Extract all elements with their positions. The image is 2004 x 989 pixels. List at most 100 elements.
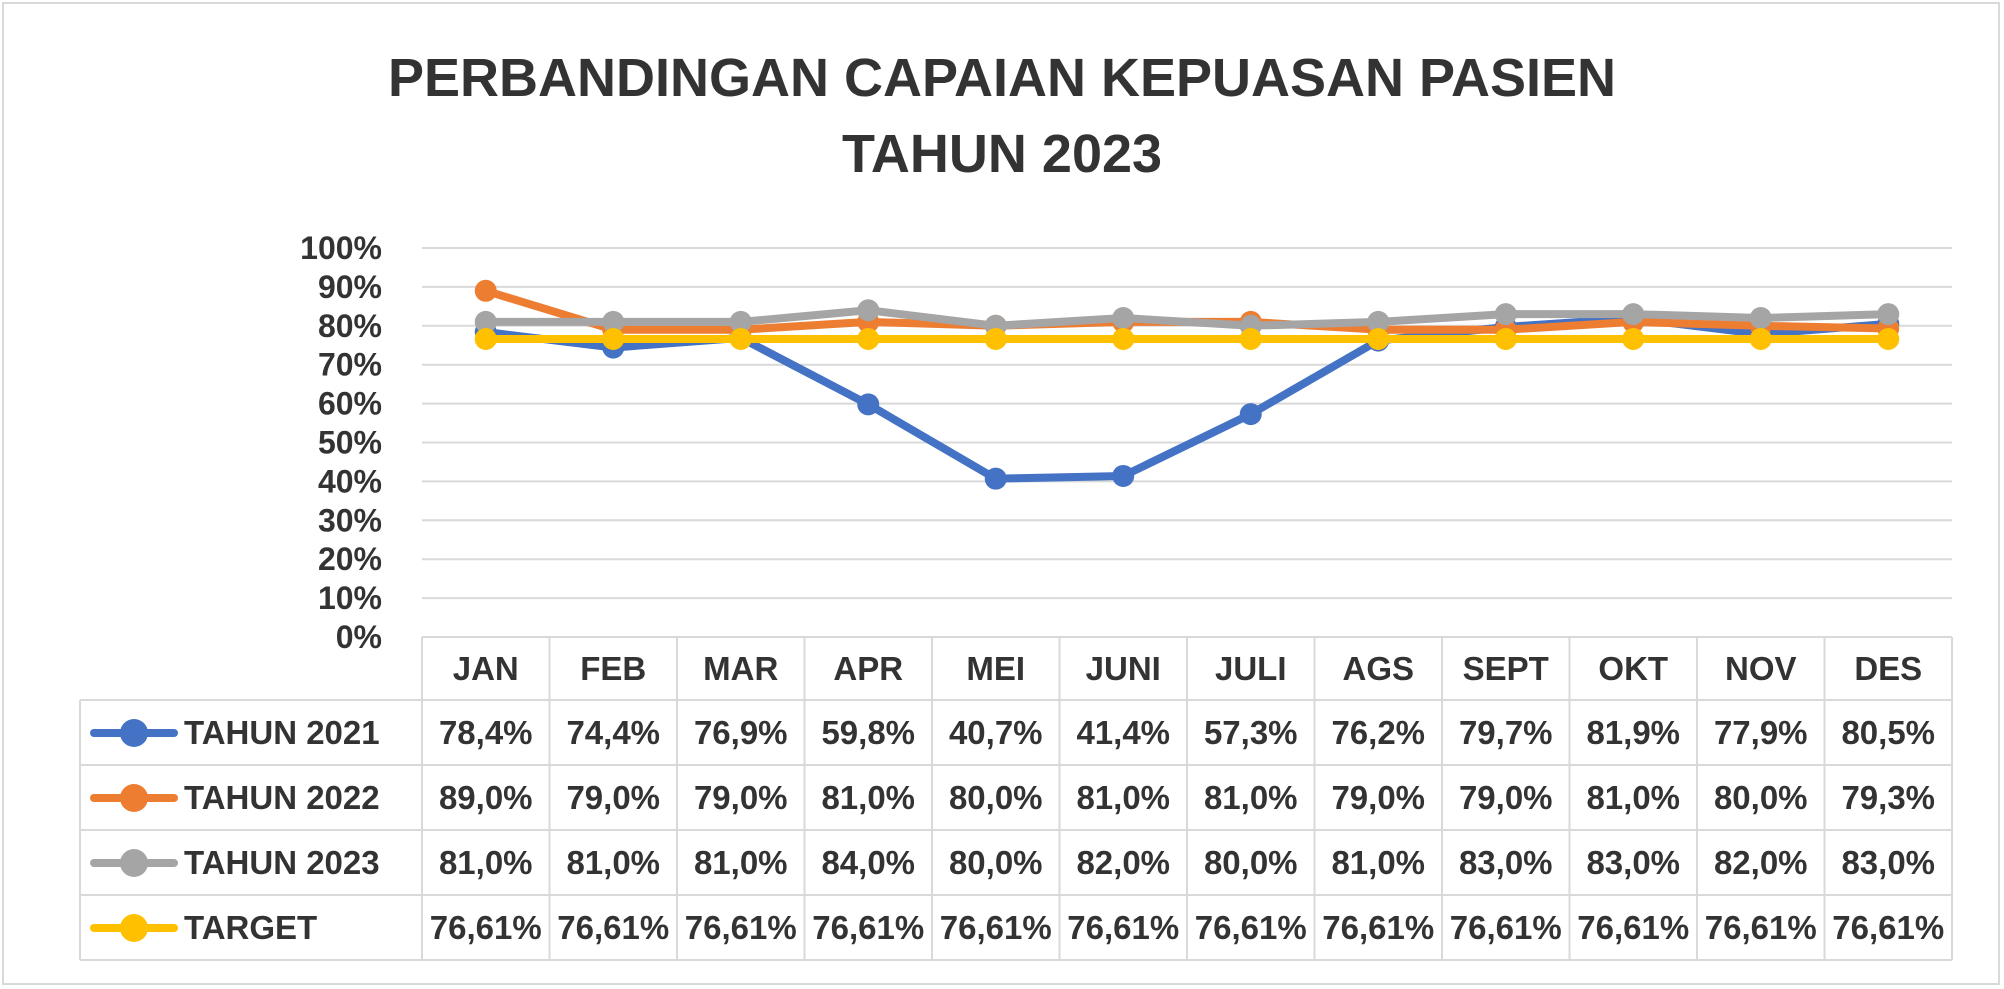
legend-dot	[120, 913, 148, 942]
legend-dot	[120, 718, 148, 747]
x-category-label: SEPT	[1462, 649, 1549, 687]
data-table-value: 74,4%	[566, 713, 661, 751]
y-tick-label: 10%	[318, 580, 382, 616]
data-point	[729, 327, 752, 350]
data-table-value: 76,61%	[939, 908, 1052, 946]
data-table-value: 57,3%	[1203, 713, 1298, 751]
data-table-value: 83,0%	[1841, 843, 1936, 881]
x-category-label: MEI	[966, 649, 1026, 687]
data-table-value: 76,61%	[1067, 908, 1180, 946]
data-table-value: 76,61%	[1194, 908, 1307, 946]
chart-title-line-1: PERBANDINGAN CAPAIAN KEPUASAN PASIEN	[387, 48, 1617, 108]
x-category-label: MAR	[703, 649, 779, 687]
legend-marker-icon	[86, 778, 182, 818]
legend-entry: TARGET	[80, 895, 422, 960]
data-table-value: 81,0%	[1331, 843, 1426, 881]
x-category-label: APR	[833, 649, 904, 687]
legend-dot	[120, 848, 148, 877]
legend-label: TARGET	[184, 908, 318, 946]
data-table-value: 78,4%	[438, 713, 533, 751]
data-table-value: 76,61%	[1449, 908, 1562, 946]
data-table-value: 81,0%	[1586, 778, 1681, 816]
y-tick-label: 40%	[318, 463, 382, 499]
data-table-value: 81,0%	[566, 843, 661, 881]
data-table-value: 80,0%	[1713, 778, 1808, 816]
data-table-value: 79,0%	[693, 778, 788, 816]
data-table-value: 80,0%	[948, 778, 1043, 816]
data-point	[1749, 327, 1772, 350]
data-point	[602, 310, 625, 333]
data-table-value: 76,61%	[557, 908, 670, 946]
data-point	[857, 393, 880, 416]
data-table-value: 84,0%	[821, 843, 916, 881]
data-point	[729, 310, 752, 333]
x-category-label: NOV	[1724, 649, 1797, 687]
legend-marker-icon	[86, 713, 182, 753]
data-point	[1494, 303, 1517, 326]
data-point	[857, 327, 880, 350]
data-table-value: 89,0%	[438, 778, 533, 816]
data-table-value: 40,7%	[948, 713, 1043, 751]
data-table-value: 76,61%	[1832, 908, 1945, 946]
x-category-label: AGS	[1342, 649, 1414, 687]
data-table-value: 76,61%	[1322, 908, 1435, 946]
data-point	[474, 279, 497, 302]
data-table-value: 80,0%	[1203, 843, 1298, 881]
y-tick-label: 20%	[318, 541, 382, 577]
data-point	[1749, 307, 1772, 330]
data-table-value: 76,61%	[1577, 908, 1690, 946]
data-table-value: 79,0%	[1331, 778, 1426, 816]
chart-title: PERBANDINGAN CAPAIAN KEPUASAN PASIEN TAH…	[0, 40, 2004, 192]
data-point	[1622, 327, 1645, 350]
data-table-value: 76,61%	[684, 908, 797, 946]
data-point	[1877, 303, 1900, 326]
data-table-value: 76,2%	[1331, 713, 1426, 751]
data-table-value: 76,61%	[1704, 908, 1817, 946]
data-table-value: 79,7%	[1458, 713, 1553, 751]
data-point	[1239, 403, 1262, 426]
data-point	[1494, 327, 1517, 350]
x-category-label: JUNI	[1085, 649, 1161, 687]
data-table-value: 81,0%	[438, 843, 533, 881]
legend-entry: TAHUN 2023	[80, 830, 422, 895]
data-point	[1877, 327, 1900, 350]
data-table-value: 79,0%	[566, 778, 661, 816]
y-tick-label: 70%	[318, 347, 382, 383]
data-point	[1239, 327, 1262, 350]
legend-label: TAHUN 2023	[184, 843, 380, 881]
x-category-label: FEB	[580, 649, 647, 687]
x-category-label: JULI	[1214, 649, 1287, 687]
x-category-label: DES	[1854, 649, 1923, 687]
data-table-value: 41,4%	[1076, 713, 1171, 751]
data-point	[1112, 307, 1135, 330]
data-table-value: 82,0%	[1076, 843, 1171, 881]
legend-marker-icon	[86, 843, 182, 883]
data-table-value: 59,8%	[821, 713, 916, 751]
data-point	[1112, 464, 1135, 487]
legend-label: TAHUN 2021	[184, 713, 380, 751]
data-point	[1367, 327, 1390, 350]
x-category-label: OKT	[1598, 649, 1669, 687]
data-table-value: 76,9%	[693, 713, 788, 751]
legend-entry: TAHUN 2022	[80, 765, 422, 830]
data-point	[474, 310, 497, 333]
chart-title-line-2: TAHUN 2023	[841, 124, 1163, 184]
data-table-value: 81,9%	[1586, 713, 1681, 751]
data-table-value: 81,0%	[1076, 778, 1171, 816]
x-category-label: JAN	[452, 649, 519, 687]
data-point	[857, 299, 880, 322]
legend-label: TAHUN 2022	[184, 778, 380, 816]
data-table-value: 83,0%	[1458, 843, 1553, 881]
data-table-value: 81,0%	[693, 843, 788, 881]
data-table-value: 80,0%	[948, 843, 1043, 881]
data-point	[984, 327, 1007, 350]
data-table-value: 79,3%	[1841, 778, 1936, 816]
data-point	[602, 327, 625, 350]
data-table-value: 81,0%	[1203, 778, 1298, 816]
y-tick-label: 60%	[318, 386, 382, 422]
y-tick-label: 100%	[300, 230, 382, 266]
series-line-3	[481, 306, 1893, 330]
data-table-value: 82,0%	[1713, 843, 1808, 881]
